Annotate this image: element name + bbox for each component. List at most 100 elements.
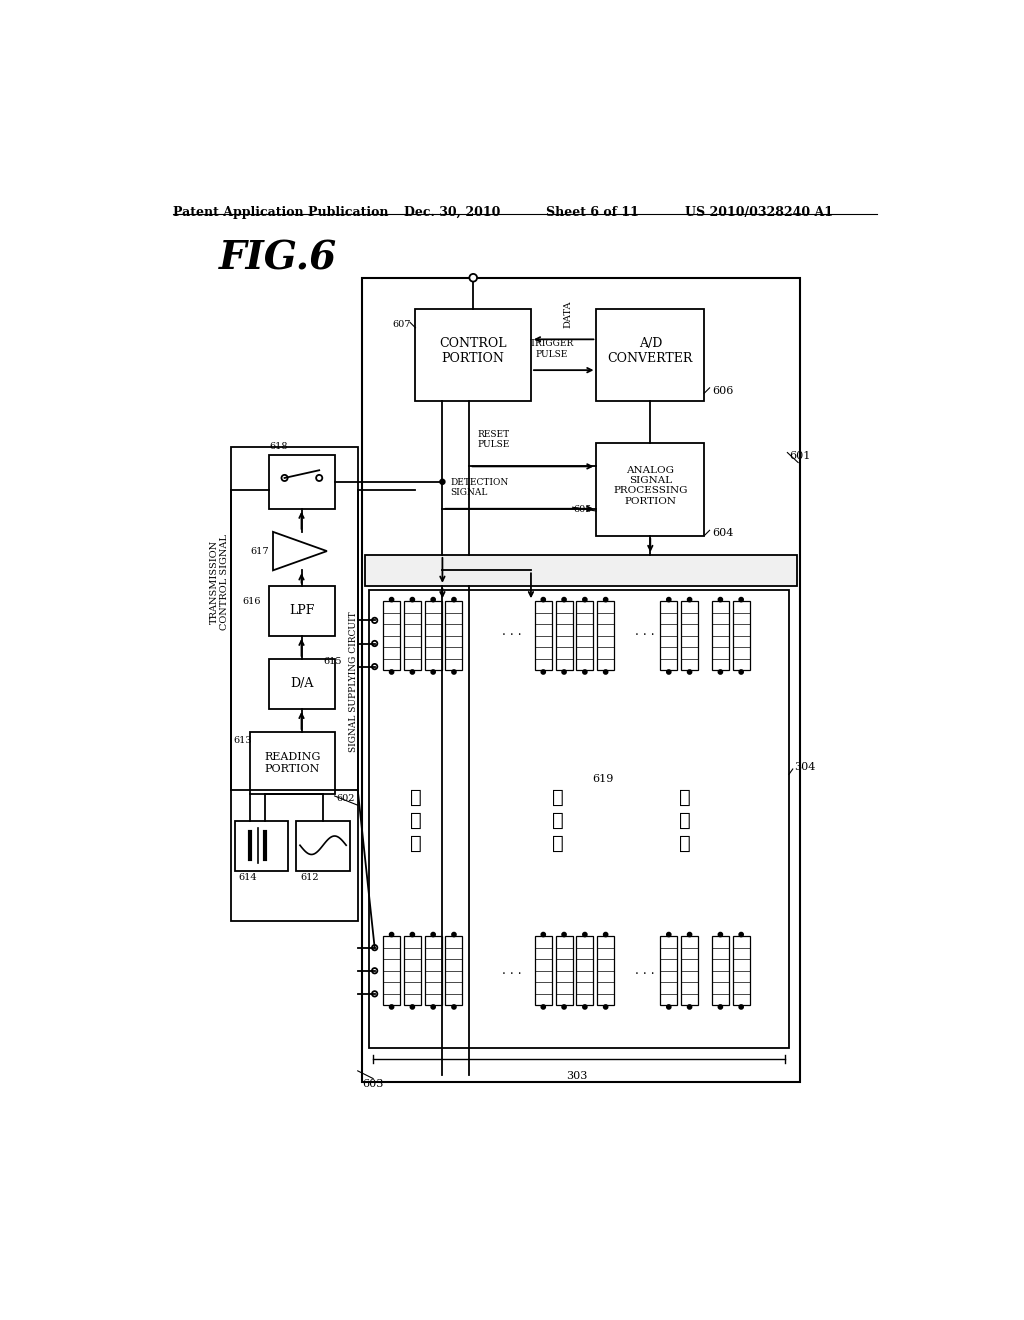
Text: SIGNAL SUPPLYING CIRCUIT: SIGNAL SUPPLYING CIRCUIT (349, 611, 357, 752)
Bar (383, 601, 400, 671)
Text: Patent Application Publication: Patent Application Publication (173, 206, 388, 219)
Circle shape (390, 933, 393, 936)
Text: READING
PORTION: READING PORTION (264, 752, 321, 774)
Bar (230, 447, 357, 921)
Circle shape (739, 933, 743, 936)
Circle shape (719, 671, 722, 675)
Circle shape (688, 1005, 691, 1008)
Circle shape (452, 1005, 456, 1008)
Text: 615: 615 (323, 657, 342, 667)
Bar (296, 821, 350, 871)
Circle shape (372, 968, 378, 973)
Text: 605: 605 (573, 506, 592, 513)
Bar (250, 733, 335, 793)
Text: D/A: D/A (290, 677, 313, 690)
Bar (269, 586, 335, 636)
Bar (596, 444, 705, 536)
Circle shape (316, 475, 323, 480)
Circle shape (411, 1005, 415, 1008)
Circle shape (562, 1005, 566, 1008)
Bar (425, 936, 441, 1006)
Text: . . .: . . . (635, 626, 654, 639)
Bar (660, 936, 677, 1006)
Circle shape (372, 640, 378, 647)
Text: 606: 606 (712, 385, 733, 396)
Circle shape (583, 1005, 587, 1008)
Bar (660, 601, 677, 671)
Circle shape (390, 598, 393, 602)
Bar (597, 601, 614, 671)
Circle shape (282, 475, 288, 480)
Text: TRANSMISSION
CONTROL SIGNAL: TRANSMISSION CONTROL SIGNAL (210, 533, 228, 630)
Text: ⋮: ⋮ (410, 834, 421, 853)
Text: 603: 603 (362, 1078, 384, 1089)
Bar (445, 936, 463, 1006)
Text: ⋮: ⋮ (552, 834, 564, 853)
Circle shape (542, 933, 545, 936)
Text: Sheet 6 of 11: Sheet 6 of 11 (547, 206, 639, 219)
Circle shape (562, 598, 566, 602)
Circle shape (542, 671, 545, 675)
Text: 612: 612 (300, 873, 318, 882)
Text: ⋮: ⋮ (679, 788, 691, 807)
Text: 618: 618 (269, 442, 288, 451)
Circle shape (739, 671, 743, 675)
Circle shape (667, 671, 671, 675)
Text: ⋮: ⋮ (552, 788, 564, 807)
Text: 303: 303 (566, 1071, 588, 1081)
Circle shape (688, 598, 691, 602)
Text: 616: 616 (243, 598, 261, 606)
Circle shape (604, 598, 607, 602)
Circle shape (372, 991, 378, 997)
Circle shape (411, 933, 415, 936)
Text: 614: 614 (239, 873, 257, 882)
Bar (403, 601, 421, 671)
Bar (370, 590, 788, 1048)
Circle shape (604, 671, 607, 675)
Circle shape (452, 933, 456, 936)
Bar (445, 601, 463, 671)
Text: 601: 601 (788, 451, 810, 461)
Circle shape (372, 664, 378, 669)
Circle shape (583, 598, 587, 602)
Circle shape (390, 1005, 393, 1008)
Text: 602: 602 (336, 793, 354, 803)
Bar (425, 601, 441, 671)
Circle shape (667, 598, 671, 602)
Text: ⋮: ⋮ (410, 812, 421, 829)
Circle shape (452, 598, 456, 602)
Text: LPF: LPF (289, 603, 314, 616)
Circle shape (431, 933, 435, 936)
Text: 619: 619 (593, 775, 614, 784)
Circle shape (562, 671, 566, 675)
Bar (366, 554, 797, 586)
Circle shape (688, 933, 691, 936)
Text: CONTROL
PORTION: CONTROL PORTION (439, 337, 507, 364)
Bar (577, 601, 593, 671)
Bar (269, 659, 335, 709)
Circle shape (411, 671, 415, 675)
Circle shape (604, 933, 607, 936)
Circle shape (431, 671, 435, 675)
Text: 604: 604 (712, 528, 733, 539)
Bar (234, 821, 289, 871)
Circle shape (431, 1005, 435, 1008)
Circle shape (739, 598, 743, 602)
Circle shape (739, 1005, 743, 1008)
Text: RESET
PULSE: RESET PULSE (477, 430, 509, 449)
Circle shape (719, 598, 722, 602)
Circle shape (667, 1005, 671, 1008)
Text: 304: 304 (795, 762, 816, 772)
Bar (577, 936, 593, 1006)
Text: ⋮: ⋮ (552, 812, 564, 829)
Bar (535, 601, 552, 671)
Circle shape (469, 275, 477, 281)
Bar (712, 601, 729, 671)
Bar (733, 601, 750, 671)
Text: 613: 613 (233, 737, 252, 744)
Circle shape (688, 671, 691, 675)
Text: FIG.6: FIG.6 (219, 239, 337, 277)
Text: TRIGGER
PULSE: TRIGGER PULSE (529, 339, 573, 359)
Circle shape (390, 671, 393, 675)
Circle shape (604, 1005, 607, 1008)
